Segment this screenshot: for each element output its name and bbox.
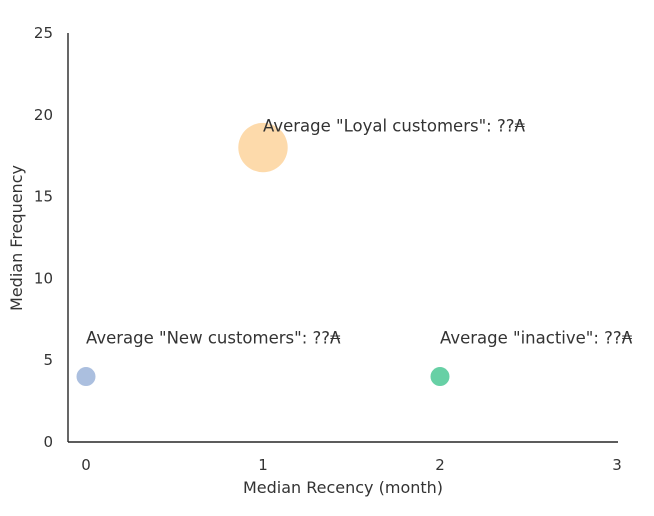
point-annotations: Average "New customers": ??₳ Average "Loy… — [86, 117, 633, 348]
x-tick-label-0: 0 — [81, 456, 91, 474]
y-tick-labels: 0 5 10 15 20 25 — [34, 24, 53, 451]
point-label-1: Average "Loyal customers": ??₳ — [263, 117, 525, 136]
scatter-point-1 — [238, 122, 288, 173]
chart-marks — [76, 122, 450, 387]
y-tick-label-1: 5 — [43, 351, 53, 369]
scatter-point-2 — [430, 367, 450, 387]
y-axis-title: Median Frequency — [7, 165, 26, 311]
point-label-0: Average "New customers": ??₳ — [86, 329, 341, 348]
scatter-point-0 — [76, 367, 96, 387]
x-tick-label-3: 3 — [612, 456, 622, 474]
x-tick-label-2: 2 — [435, 456, 445, 474]
point-label-2: Average "inactive": ??₳ — [440, 329, 633, 348]
y-tick-label-3: 15 — [34, 188, 53, 206]
x-axis-title: Median Recency (month) — [243, 478, 443, 497]
y-tick-label-2: 10 — [34, 269, 53, 287]
x-tick-label-1: 1 — [258, 456, 268, 474]
y-tick-label-4: 20 — [34, 106, 53, 124]
y-tick-label-5: 25 — [34, 24, 53, 42]
y-tick-label-0: 0 — [43, 433, 53, 451]
x-tick-labels: 0 1 2 3 — [81, 456, 622, 474]
